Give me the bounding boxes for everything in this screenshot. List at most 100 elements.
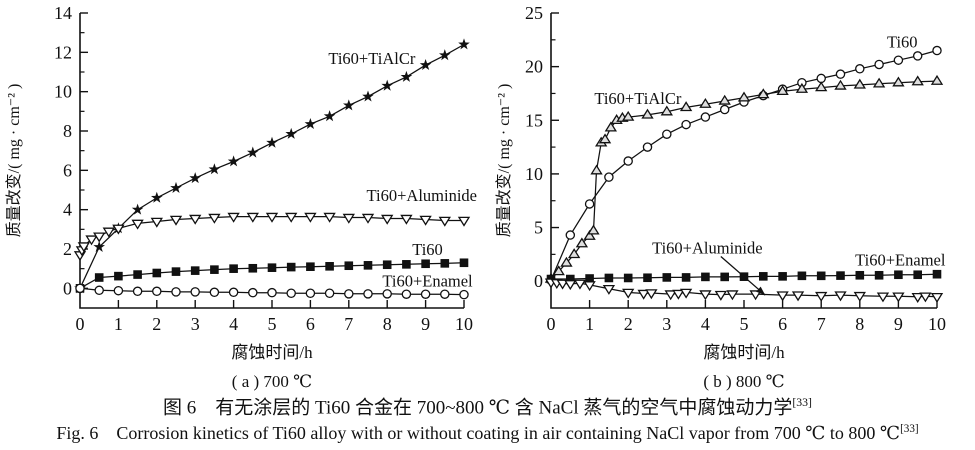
square-marker — [133, 270, 142, 279]
triangle-down-marker — [93, 232, 106, 243]
circle-marker — [401, 289, 412, 299]
square-marker — [190, 266, 200, 275]
figure-caption-en-text: Fig. 6 Corrosion kinetics of Ti60 alloy … — [56, 423, 901, 444]
circle-marker — [286, 288, 296, 298]
circle-marker — [171, 287, 181, 297]
x-tick-label: 3 — [662, 314, 671, 334]
x-tick-label: 9 — [894, 314, 903, 334]
x-tick-label: 10 — [455, 314, 473, 334]
triangle-down-marker — [853, 291, 866, 302]
y-tick-label: 14 — [54, 3, 72, 23]
square-marker — [114, 271, 123, 281]
triangle-down-marker — [438, 216, 451, 227]
y-axis-label: 质量改变/( mg · cm⁻² ) — [5, 84, 23, 238]
series-ti60-aluminide — [73, 212, 471, 262]
annotation-label: Ti60+Aluminide — [652, 238, 762, 257]
square-marker — [363, 261, 373, 270]
series-ti60 — [75, 258, 469, 293]
circle-marker — [152, 286, 162, 297]
triangle-down-marker — [573, 279, 587, 290]
triangle-down-marker — [672, 289, 685, 300]
x-tick-label: 5 — [268, 314, 277, 334]
star-marker — [151, 191, 163, 203]
x-axis-label: 腐蚀时间/h — [703, 343, 785, 362]
triangle-down-marker — [85, 235, 98, 246]
triangle-down-marker — [189, 214, 202, 225]
x-tick-label: 1 — [114, 314, 123, 334]
x-tick-label: 5 — [740, 314, 749, 334]
circle-marker — [228, 287, 239, 298]
star-marker — [323, 110, 336, 122]
figure-caption-zh: 图 6 有无涂层的 Ti60 合金在 700~800 ℃ 含 NaCl 蒸气的空… — [0, 396, 975, 419]
square-marker — [759, 272, 768, 281]
square-marker — [855, 270, 865, 280]
square-marker — [720, 272, 729, 282]
star-marker — [400, 70, 413, 82]
circle-marker — [700, 112, 711, 122]
square-marker — [778, 272, 787, 281]
square-marker — [267, 263, 277, 272]
square-marker — [816, 271, 826, 281]
circle-marker — [584, 199, 595, 209]
triangle-up-marker — [699, 97, 712, 108]
square-marker — [382, 260, 392, 270]
square-marker — [94, 273, 104, 282]
x-tick-label: 8 — [855, 314, 864, 334]
triangle-down-marker — [564, 280, 577, 291]
triangle-down-marker — [876, 292, 890, 303]
star-marker — [362, 90, 374, 102]
y-tick-label: 0 — [534, 271, 543, 291]
circle-marker — [420, 289, 431, 299]
axes: 0 5 10 15 20 25 0 1 2 3 4 5 6 7 8 9 10 腐蚀时间/h 质量改变/( mg · … — [495, 3, 946, 391]
y-tick-label: 25 — [525, 3, 543, 23]
triangle-up-marker — [815, 81, 828, 92]
annotation-arrowhead — [756, 286, 766, 296]
square-marker — [421, 259, 430, 269]
circle-marker — [267, 287, 277, 298]
y-tick-label: 15 — [525, 110, 543, 130]
star-marker — [439, 49, 451, 61]
star-marker — [419, 59, 432, 71]
circle-marker — [344, 289, 354, 299]
triangle-down-marker — [699, 290, 712, 301]
star-marker — [170, 181, 182, 193]
y-tick-label: 6 — [63, 160, 72, 180]
triangle-up-marker — [575, 237, 589, 248]
triangle-down-marker — [246, 212, 259, 223]
circle-marker — [382, 289, 392, 299]
triangle-up-marker — [892, 76, 905, 87]
series-label: Ti60 — [887, 32, 918, 51]
series-label: Ti60+TiAlCr — [594, 89, 681, 108]
circle-marker — [874, 59, 884, 70]
triangle-down-marker — [342, 213, 355, 224]
triangle-down-marker — [679, 288, 693, 299]
circle-marker — [893, 55, 904, 65]
circle-marker — [681, 119, 691, 130]
triangle-down-marker — [749, 290, 762, 301]
y-tick-label: 10 — [525, 164, 543, 184]
y-tick-label: 12 — [54, 42, 72, 62]
triangle-up-marker — [834, 79, 847, 90]
series-ti60-tialcr-line — [79, 43, 465, 289]
square-marker — [797, 271, 807, 281]
triangle-down-marker — [265, 212, 279, 223]
circle-marker — [816, 73, 826, 84]
circle-marker — [440, 289, 450, 299]
triangle-up-marker — [587, 224, 600, 235]
triangle-up-marker — [622, 110, 635, 121]
circle-marker — [324, 288, 335, 298]
triangle-down-marker — [602, 284, 616, 295]
triangle-down-marker — [776, 291, 789, 302]
y-tick-label: 8 — [63, 121, 72, 141]
triangle-down-marker — [304, 212, 317, 223]
triangle-up-marker — [911, 75, 924, 86]
triangle-down-marker — [815, 291, 828, 302]
triangle-down-marker — [169, 215, 183, 226]
circle-marker — [190, 287, 200, 297]
triangle-up-marker — [757, 88, 770, 99]
triangle-down-marker — [131, 219, 144, 230]
reference-marker-zh: [33] — [792, 396, 812, 409]
star-marker — [131, 203, 144, 215]
series-label: Ti60+Enamel — [382, 271, 473, 290]
